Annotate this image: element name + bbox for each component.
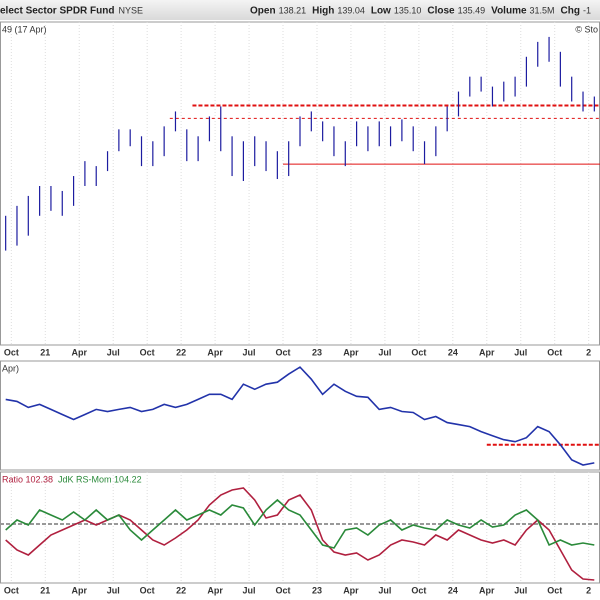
quote-label: Low <box>371 6 391 17</box>
panel-frame <box>0 21 600 346</box>
x-tick-label: Jul <box>243 347 256 357</box>
x-tick-label: 22 <box>176 347 186 357</box>
x-tick-label: Apr <box>343 585 359 595</box>
x-tick-label: 22 <box>176 585 186 595</box>
x-tick-label: Apr <box>479 347 495 357</box>
quote-label: Volume <box>491 6 527 17</box>
x-tick-label: 24 <box>448 585 458 595</box>
exchange: NYSE <box>118 5 143 15</box>
x-tick-label: Oct <box>4 347 19 357</box>
panel-frame <box>0 471 600 584</box>
header: elect Sector SPDR Fund NYSE Open 138.21 High… <box>0 5 591 16</box>
quote-value: -1 <box>583 5 591 15</box>
quote-label: Close <box>427 6 455 17</box>
x-tick-label: Oct <box>140 347 155 357</box>
x-tick-label: Oct <box>411 585 426 595</box>
credit: © Sto <box>575 24 598 34</box>
quote-value: 138.21 <box>279 5 307 15</box>
series-line <box>5 366 595 466</box>
x-tick-label: Jul <box>378 347 391 357</box>
x-tick-label: Jul <box>378 585 391 595</box>
x-tick-label: 23 <box>312 347 322 357</box>
panel-label: Apr) <box>2 363 19 373</box>
x-tick-label: Oct <box>411 347 426 357</box>
x-tick-label: Oct <box>4 585 19 595</box>
legend-entry: Ratio 102.38 <box>2 474 53 484</box>
x-tick-label: Apr <box>207 585 223 595</box>
x-tick-label: Apr <box>71 347 87 357</box>
panel-label: 49 (17 Apr) <box>2 24 47 34</box>
x-tick-label: Oct <box>547 585 562 595</box>
x-tick-label: 2 <box>586 585 591 595</box>
x-tick-label: 23 <box>312 585 322 595</box>
x-tick-label: Oct <box>140 585 155 595</box>
x-tick-label: 2 <box>586 347 591 357</box>
x-tick-label: Jul <box>243 585 256 595</box>
x-tick-label: Apr <box>71 585 87 595</box>
x-tick-label: Jul <box>514 585 527 595</box>
quote-value: 139.04 <box>337 5 365 15</box>
x-tick-label: Oct <box>276 347 291 357</box>
x-tick-label: Apr <box>479 585 495 595</box>
quote-label: Chg <box>561 6 580 17</box>
x-tick-label: Jul <box>514 347 527 357</box>
panel-frame <box>0 360 600 471</box>
x-tick-label: Jul <box>107 347 120 357</box>
x-tick-label: Apr <box>343 347 359 357</box>
x-tick-label: Jul <box>107 585 120 595</box>
quote-value: 31.5M <box>530 5 555 15</box>
fund-title: elect Sector SPDR Fund <box>0 6 114 17</box>
header-bar <box>0 0 600 20</box>
quote-value: 135.10 <box>394 5 422 15</box>
x-tick-label: 21 <box>40 347 50 357</box>
series-line <box>5 498 595 549</box>
x-tick-label: Oct <box>276 585 291 595</box>
x-tick-label: 21 <box>40 585 50 595</box>
quote-label: High <box>312 6 334 17</box>
legend-entry: JdK RS-Mom 104.22 <box>58 474 142 484</box>
quote-value: 135.49 <box>458 5 486 15</box>
x-tick-label: 24 <box>448 347 458 357</box>
quote-label: Open <box>250 6 276 17</box>
x-tick-label: Apr <box>207 347 223 357</box>
x-tick-label: Oct <box>547 347 562 357</box>
series-line <box>5 487 595 581</box>
